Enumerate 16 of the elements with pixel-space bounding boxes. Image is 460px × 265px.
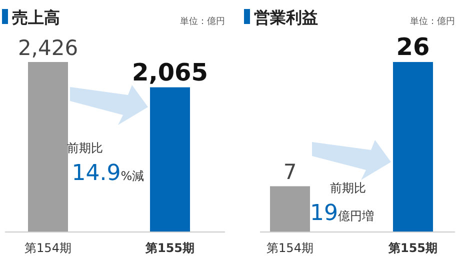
x-tick-label: 第154期 xyxy=(266,241,314,255)
x-tick-label: 第155期 xyxy=(144,241,195,255)
data-label: 2,065 xyxy=(132,58,208,86)
data-label: 7 xyxy=(283,160,297,184)
data-label: 2,426 xyxy=(18,36,78,60)
annotation: 前期比 xyxy=(67,141,103,155)
data-label: 26 xyxy=(396,33,430,61)
text: 単位：億円 xyxy=(410,16,455,27)
x-tick-label: 第154期 xyxy=(24,241,72,255)
annotation: 前期比 xyxy=(330,181,366,195)
chart-title: 売上高 xyxy=(12,8,60,27)
x-tick-label: 第155期 xyxy=(387,241,438,255)
chart-title: 営業利益 xyxy=(254,8,318,27)
text: 単位：億円 xyxy=(180,16,225,27)
annotation: 19億円増 xyxy=(310,201,374,226)
annotation: 14.9%減 xyxy=(72,161,144,186)
